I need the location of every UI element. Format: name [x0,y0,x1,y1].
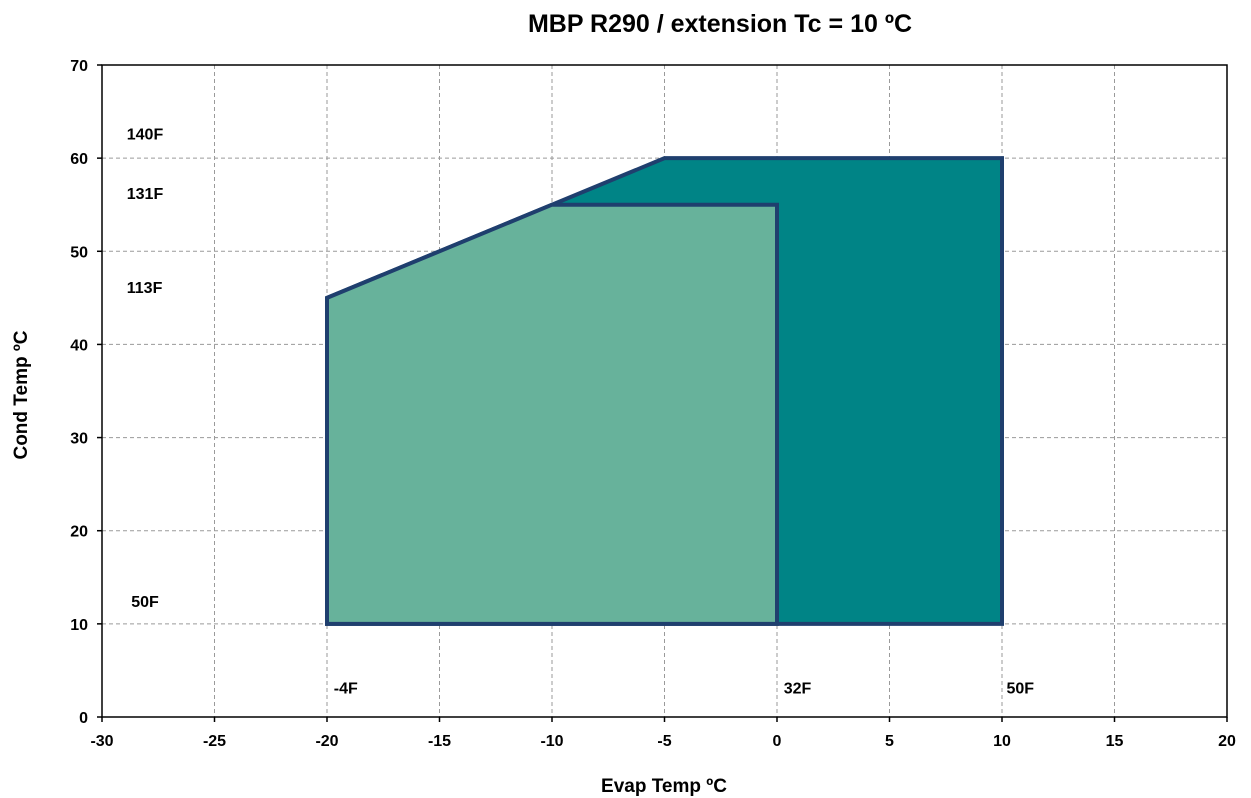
series-areas [325,156,1004,626]
y-tick-label: 20 [70,524,88,541]
y-tick-label: 70 [70,58,88,75]
annotation-label: 50F [1007,681,1035,698]
annotation-label: 131F [127,186,164,203]
annotation-label: 32F [784,681,812,698]
tick-labels: -30 -25 -20 -15 -10 -5 0 5 10 15 20 0 10 20 30 40 50 60 70 [70,58,1236,750]
x-tick-label: 5 [885,733,894,750]
annotation-label: 113F [127,280,163,297]
y-axis-title: Cond Temp ºC [11,330,32,459]
x-tick-label: -30 [90,733,113,750]
annotation-label: -4F [334,681,358,698]
x-tick-label: 15 [1106,733,1124,750]
x-tick-label: 20 [1218,733,1236,750]
y-tick-label: 0 [79,710,88,727]
x-tick-label: 0 [773,733,782,750]
annotation-label: 50F [131,594,159,611]
x-axis-title: Evap Temp ºC [601,776,727,797]
x-tick-label: -20 [315,733,338,750]
annotations: 140F 131F 113F 50F -4F 32F 50F [127,127,1035,698]
x-tick-label: -15 [428,733,451,750]
y-tick-label: 10 [70,617,88,634]
x-tick-label: -25 [203,733,226,750]
x-tick-label: -10 [540,733,563,750]
y-tick-label: 50 [70,244,88,261]
y-tick-label: 30 [70,431,88,448]
y-tick-label: 60 [70,151,88,168]
x-tick-label: -5 [657,733,671,750]
x-tick-label: 10 [993,733,1011,750]
chart-title: MBP R290 / extension Tc = 10 ºC [528,10,912,38]
y-tick-label: 40 [70,337,88,354]
envelope-area-2 [325,202,779,626]
annotation-label: 140F [127,127,164,144]
